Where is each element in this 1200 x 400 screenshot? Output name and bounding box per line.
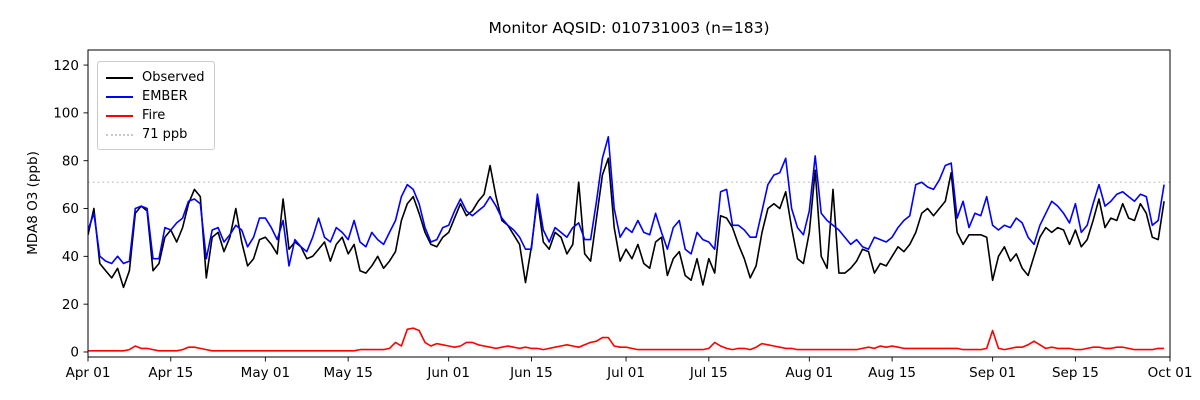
x-tick-label: Aug 15 bbox=[868, 365, 916, 381]
x-tick-label: Apr 15 bbox=[148, 365, 193, 381]
y-tick-label: 0 bbox=[70, 345, 79, 361]
legend-label-ember: EMBER bbox=[142, 89, 188, 104]
x-tick-label: Jun 01 bbox=[426, 365, 470, 381]
x-tick-label: Oct 01 bbox=[1148, 365, 1193, 381]
chart-title: Monitor AQSID: 010731003 (n=183) bbox=[488, 19, 770, 37]
legend-label-fire: Fire bbox=[142, 108, 166, 123]
ember-line bbox=[88, 136, 1165, 267]
legend-label-threshold: 71 ppb bbox=[142, 127, 188, 142]
axes-box bbox=[87, 49, 1171, 358]
threshold-line-swatch bbox=[106, 133, 133, 136]
legend: Observed EMBER Fire 71 ppb bbox=[97, 61, 215, 150]
x-tick-label: Jul 01 bbox=[606, 365, 645, 381]
y-tick-label: 40 bbox=[62, 249, 79, 265]
x-tick-label: Apr 01 bbox=[66, 365, 111, 381]
fire-line-swatch bbox=[106, 114, 133, 117]
y-axis-label: MDA8 O3 (ppb) bbox=[25, 151, 41, 255]
x-tick-label: Sep 01 bbox=[969, 365, 1016, 381]
legend-item-ember: EMBER bbox=[106, 87, 206, 106]
y-tick-label: 80 bbox=[62, 153, 79, 169]
x-tick-label: Jun 15 bbox=[509, 365, 553, 381]
legend-item-fire: Fire bbox=[106, 106, 206, 125]
ember-line-swatch bbox=[106, 95, 133, 98]
x-tick-label: Jul 15 bbox=[689, 365, 728, 381]
fire-line bbox=[88, 327, 1165, 352]
x-tick-label: Sep 15 bbox=[1052, 365, 1099, 381]
x-tick-label: May 15 bbox=[323, 365, 372, 381]
legend-label-observed: Observed bbox=[142, 70, 205, 85]
y-tick-label: 20 bbox=[62, 297, 79, 313]
x-tick-label: May 01 bbox=[241, 365, 290, 381]
observed-line-swatch bbox=[106, 76, 133, 79]
x-tick-label: Aug 01 bbox=[785, 365, 833, 381]
y-tick-label: 100 bbox=[53, 106, 79, 122]
legend-item-observed: Observed bbox=[106, 68, 206, 87]
observed-line bbox=[88, 157, 1165, 289]
y-tick-label: 120 bbox=[53, 58, 79, 74]
legend-item-threshold: 71 ppb bbox=[106, 125, 206, 144]
y-tick-label: 60 bbox=[62, 201, 79, 217]
